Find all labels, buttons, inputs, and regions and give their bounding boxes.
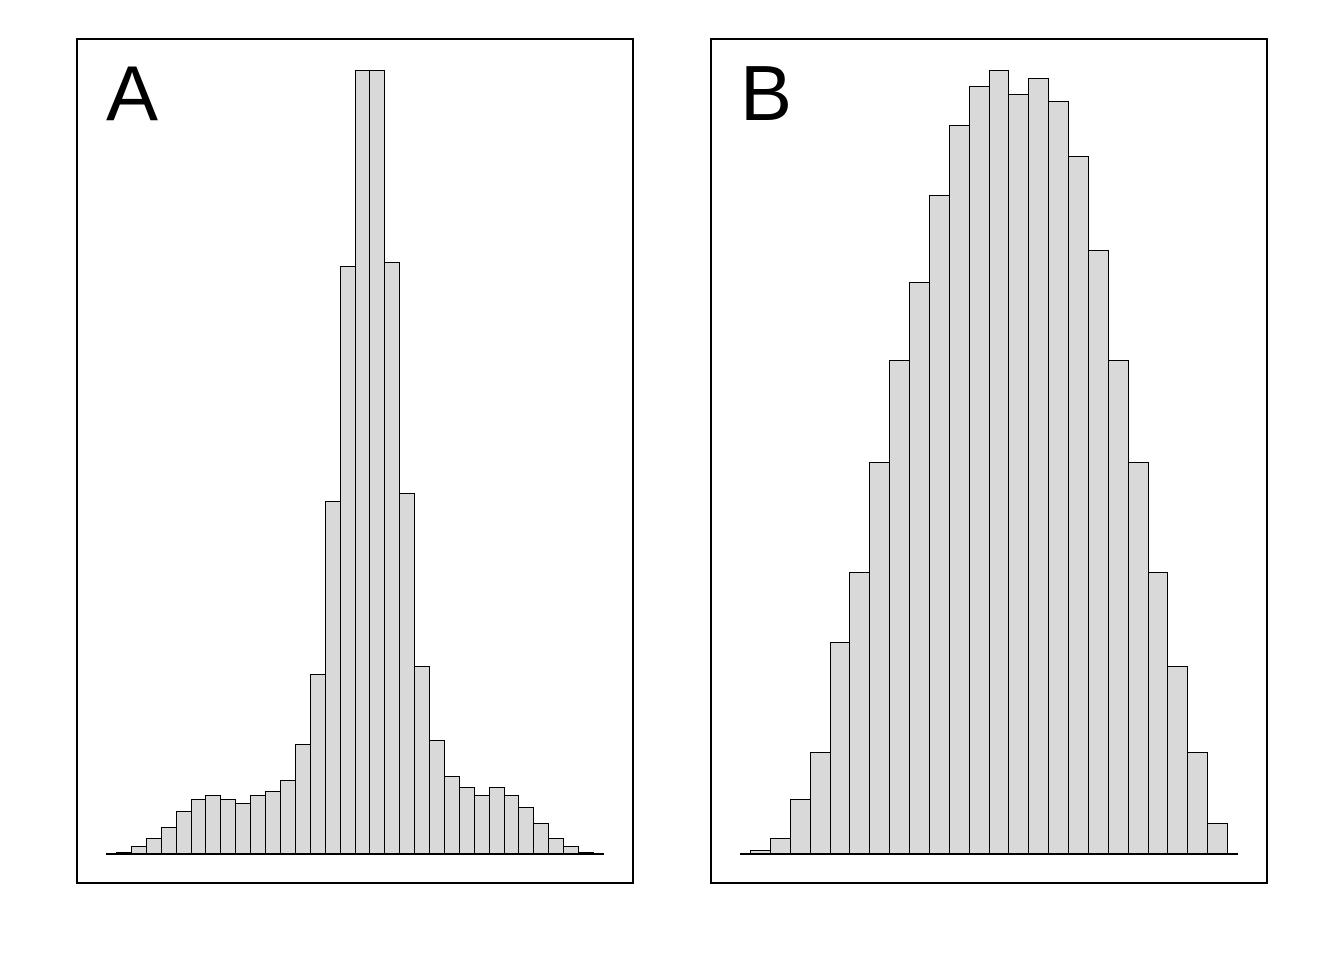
histogram-bar [1207,822,1228,854]
histogram-bar [205,795,222,854]
histogram-bar [399,493,416,854]
histogram-bar [1008,93,1030,854]
histogram-bar [769,838,791,854]
histogram-bar [789,799,811,854]
histogram-bar [1147,571,1169,854]
histogram-bar [429,740,445,854]
histogram-bar [503,795,520,854]
histogram-bar [1167,665,1189,854]
histogram-bar [279,779,296,854]
histogram-bar [1028,77,1050,854]
histogram-bar [548,838,565,854]
histogram-bar [369,70,386,854]
histogram-bar [1187,752,1209,854]
histogram-bar [294,744,311,854]
panel-b-chart-area [740,70,1238,855]
histogram-bar [518,806,535,854]
histogram-bar [928,195,950,854]
histogram-bar [829,642,851,854]
panel-b-baseline [740,853,1238,855]
histogram-bar [1087,250,1109,854]
histogram-bar [250,795,267,854]
panel-a-chart-area [106,70,604,855]
histogram-bar [1127,462,1149,854]
histogram-b-bars [750,70,1228,854]
histogram-bar [265,791,281,854]
histogram-bar [869,462,891,854]
panel-b-label: B [740,49,793,137]
histogram-bar [235,803,252,854]
panel-b: B [710,38,1268,884]
histogram-bar [533,822,550,854]
histogram-bar [889,360,910,854]
histogram-bar [145,838,162,854]
histogram-bar [324,501,341,854]
histogram-bar [488,787,505,854]
histogram-bar [414,665,431,854]
histogram-bar [384,262,401,854]
panel-a-baseline [106,853,604,855]
histogram-bar [354,70,371,854]
histogram-a-bars [116,70,594,854]
histogram-bar [1048,101,1069,854]
histogram-bar [443,775,460,854]
histogram-bar [339,266,356,854]
histogram-bar [909,281,930,854]
histogram-bar [988,70,1010,854]
histogram-bar [458,787,475,854]
histogram-bar [175,810,192,854]
histogram-bar [1068,156,1089,854]
histogram-bar [809,752,831,854]
histogram-bar [968,85,990,854]
panel-a-label: A [106,49,159,137]
panel-a: A [76,38,634,884]
histogram-bar [190,799,207,854]
histogram-bar [473,795,490,854]
histogram-bar [309,673,326,854]
histogram-bar [220,799,237,854]
histogram-bar [1107,360,1129,854]
histogram-bar [849,571,871,854]
histogram-bar [948,124,970,854]
histogram-bar [160,826,177,854]
